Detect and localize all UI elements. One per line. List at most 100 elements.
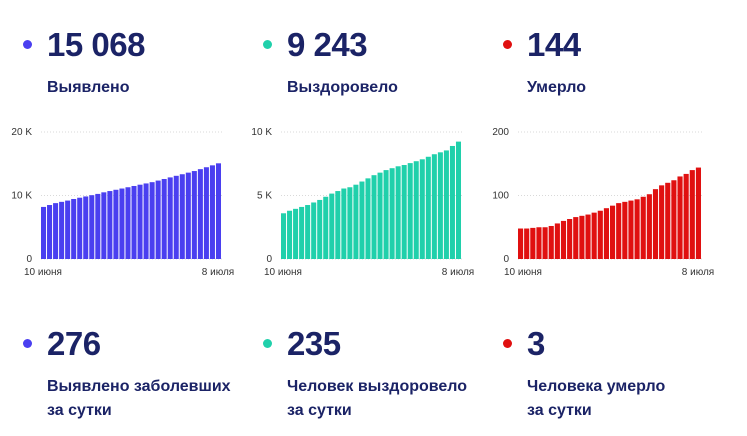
bar [161, 178, 167, 259]
x-end-label: 8 июля [442, 267, 474, 278]
bar [353, 184, 359, 259]
bar [305, 205, 311, 259]
bar [548, 225, 554, 259]
bar [419, 159, 425, 259]
bar [83, 196, 89, 259]
bar [401, 165, 407, 259]
bar [437, 152, 443, 259]
bar [155, 180, 161, 259]
bar [185, 172, 191, 259]
bar [622, 201, 628, 259]
bar [209, 165, 215, 259]
bar [659, 185, 665, 259]
x-start-label: 10 июня [504, 267, 542, 278]
bar [71, 198, 77, 259]
daily-value: 235 [287, 325, 341, 362]
bar [554, 223, 560, 259]
bar [317, 199, 323, 259]
y-tick-label: 20 K [11, 127, 32, 138]
bar [293, 208, 299, 259]
bar [628, 200, 634, 259]
bullet-dot [23, 339, 32, 348]
bar [311, 202, 317, 259]
bar [610, 205, 616, 259]
x-start-label: 10 июня [264, 267, 302, 278]
bar [113, 189, 119, 259]
bar [591, 212, 597, 259]
bar [287, 210, 293, 259]
panel-detected: 15 068 Выявлено 0 10 K 20 K 10 июня 8 июля 2… [11, 0, 262, 436]
bar [579, 215, 585, 259]
bar [65, 200, 71, 259]
bullet-dot [263, 40, 272, 49]
bar [359, 181, 365, 259]
bar [585, 214, 591, 259]
bar [95, 193, 101, 259]
bar [640, 196, 646, 259]
bar [323, 196, 329, 259]
bar [101, 192, 107, 259]
bar [377, 172, 383, 259]
bar [281, 213, 287, 259]
bar [299, 206, 305, 259]
bar [329, 193, 335, 259]
bar [107, 191, 113, 259]
total-value: 9 243 [287, 26, 368, 63]
bar [389, 168, 395, 259]
y-tick-label: 0 [266, 254, 272, 265]
bar [203, 167, 209, 259]
bar [449, 145, 455, 259]
bar [665, 182, 671, 259]
daily-label-line1: Выявлено заболевших [47, 378, 231, 395]
bar [536, 227, 542, 259]
daily-label-line2: за сутки [47, 402, 112, 419]
total-label: Выздоровело [287, 79, 398, 96]
total-value: 15 068 [47, 26, 145, 63]
bar [443, 150, 449, 259]
y-tick-label: 10 K [251, 127, 272, 138]
y-tick-label: 200 [492, 127, 509, 138]
bar [215, 163, 221, 259]
bar [542, 227, 548, 259]
bar [425, 156, 431, 259]
bar [652, 189, 659, 259]
bar [335, 191, 341, 259]
bar [179, 174, 185, 259]
bullet-dot [263, 339, 272, 348]
bar [413, 161, 419, 259]
total-label: Выявлено [47, 79, 130, 96]
bar [695, 167, 701, 259]
bar [365, 178, 371, 259]
bar [395, 166, 401, 259]
bar [47, 205, 53, 259]
x-end-label: 8 июля [202, 267, 234, 278]
y-tick-label: 0 [503, 254, 509, 265]
bullet-dot [503, 339, 512, 348]
bar [597, 210, 603, 259]
bar [646, 194, 652, 259]
y-tick-label: 5 K [257, 191, 272, 202]
panel-died: 144 Умерло 0 100 200 10 июня 8 июля 3 Челове… [492, 0, 742, 436]
bar [197, 169, 203, 259]
bar [59, 201, 65, 259]
bar [683, 173, 689, 259]
bar [524, 228, 530, 259]
daily-value: 276 [47, 325, 101, 362]
bar [143, 183, 149, 259]
bar [671, 180, 677, 259]
y-tick-label: 10 K [11, 191, 32, 202]
bar [407, 163, 413, 259]
daily-label-line2: за сутки [287, 402, 352, 419]
bar [634, 199, 640, 259]
y-tick-label: 0 [26, 254, 32, 265]
bullet-dot [503, 40, 512, 49]
bar [560, 220, 567, 259]
bar [149, 182, 155, 259]
bar [616, 203, 622, 259]
bar [518, 228, 524, 259]
bar [383, 170, 389, 259]
chart-died: 0 100 200 10 июня 8 июля [492, 127, 714, 278]
bar [530, 227, 536, 259]
total-label: Умерло [527, 79, 586, 96]
